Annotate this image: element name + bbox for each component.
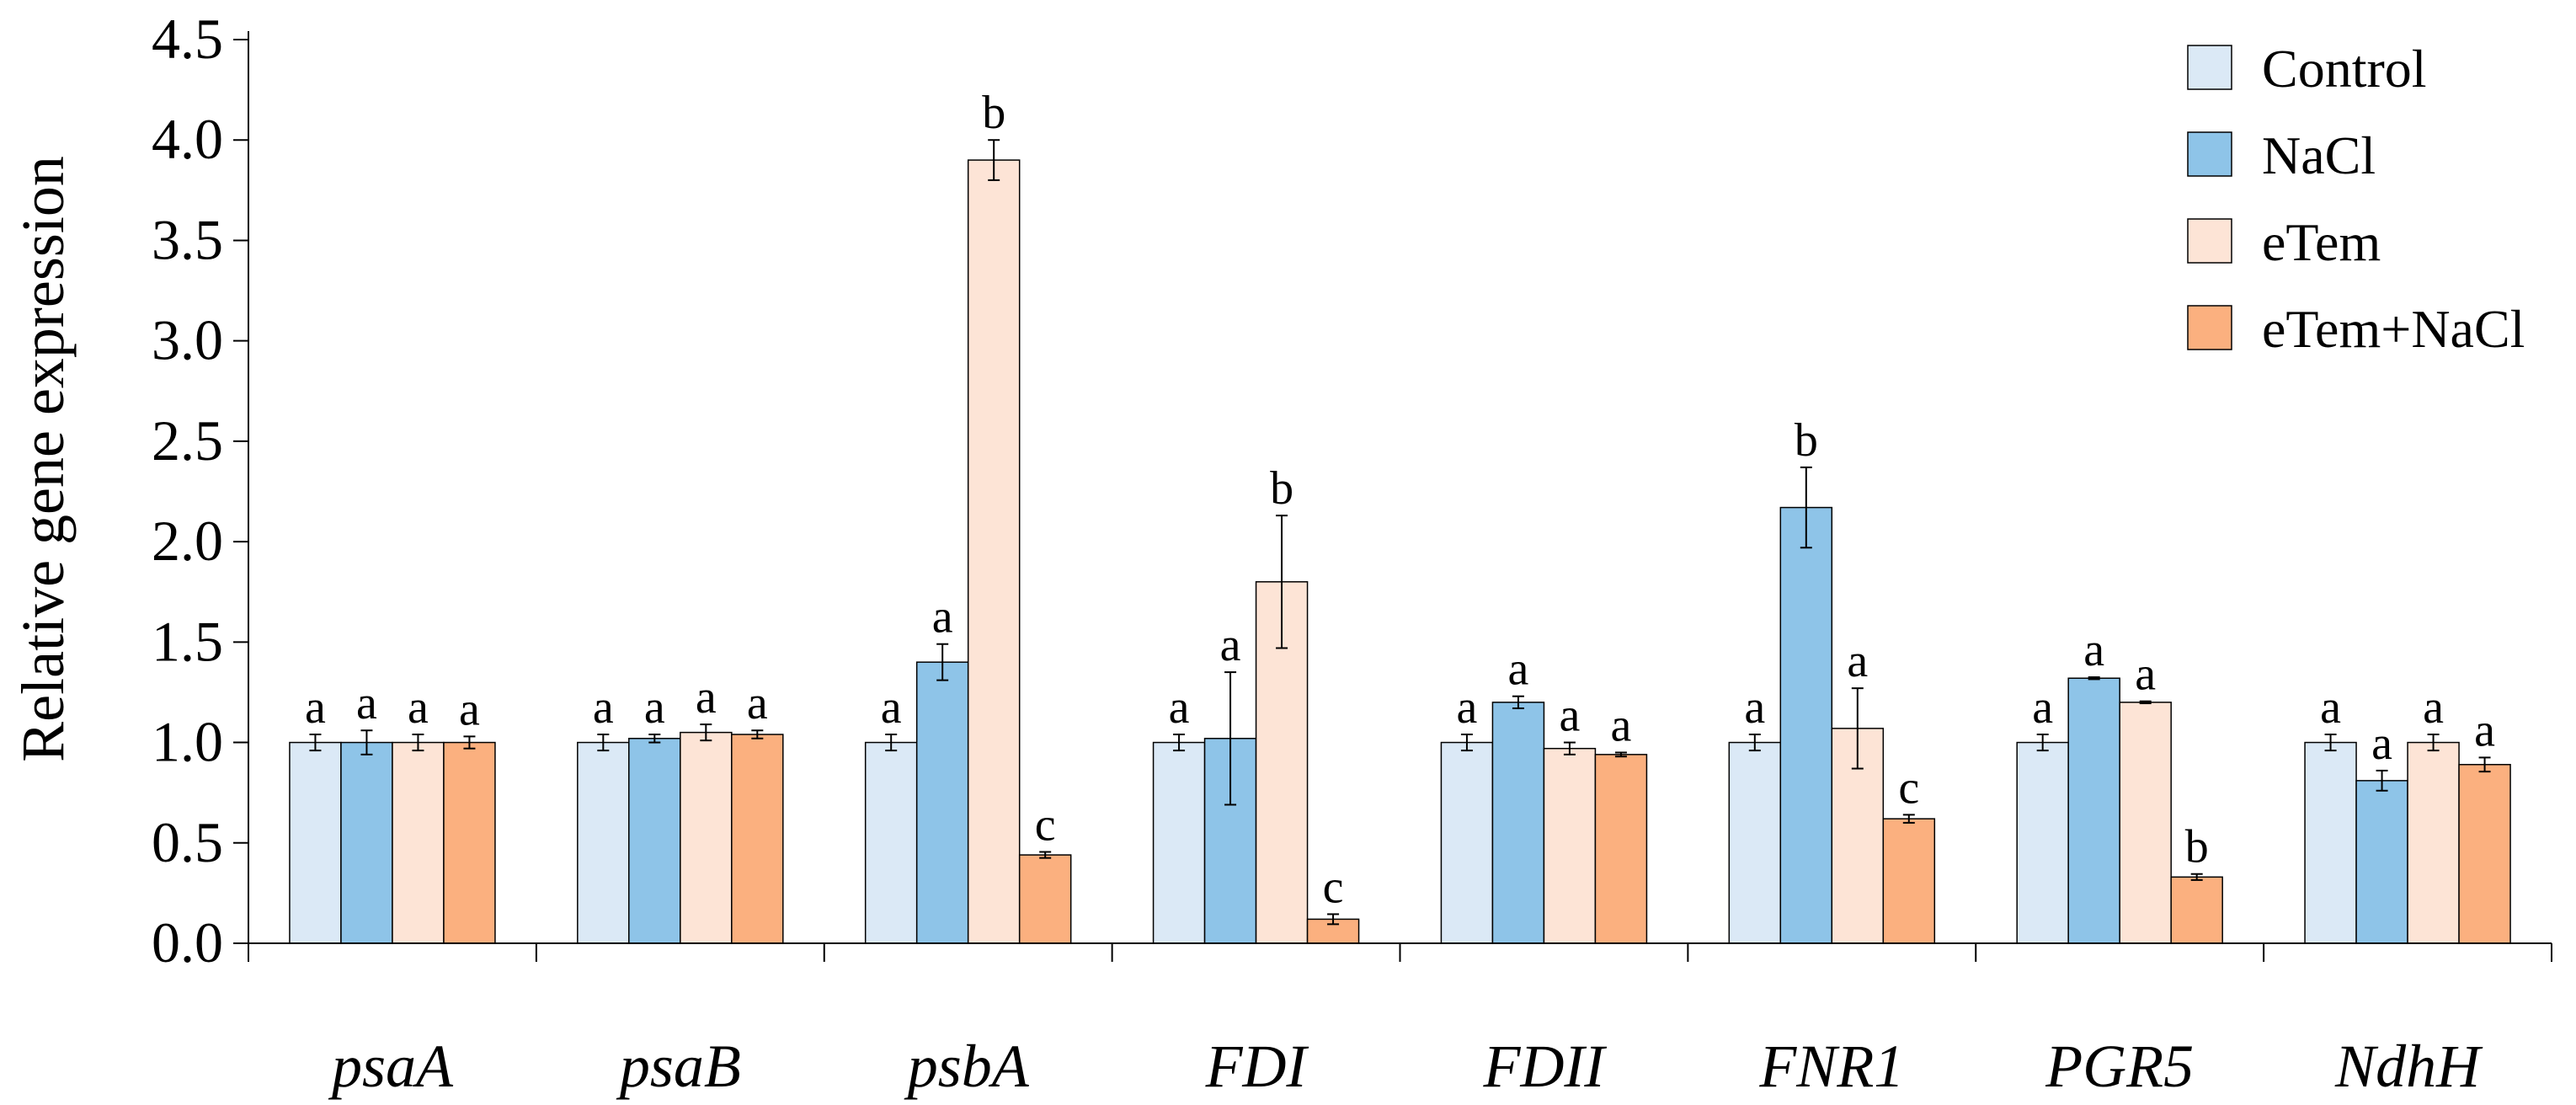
significance-label: a [2032,681,2053,734]
x-category-label: FDII [1482,1033,1607,1100]
y-tick-label: 0.0 [152,910,223,974]
bar [2407,741,2460,944]
bar [1018,854,1072,944]
legend-swatch [2187,45,2232,90]
x-category-label: NdhH [2334,1033,2483,1100]
significance-label: a [2083,624,2104,676]
significance-label: a [305,681,326,734]
y-tick-label: 3.0 [152,308,223,372]
y-tick-label: 2.0 [152,509,223,573]
significance-label: a [2320,681,2341,734]
bar [967,159,1021,944]
legend-swatch [2187,131,2232,177]
significance-label: a [2423,681,2444,734]
significance-label: a [2135,649,2156,701]
bar [915,661,969,944]
significance-label: a [1744,681,1765,734]
significance-label: a [696,671,717,723]
significance-label: a [356,677,377,729]
y-tick-label: 4.5 [152,7,223,71]
x-category-label: PGR5 [2045,1033,2194,1100]
significance-label: a [932,591,953,643]
bar [2170,876,2223,944]
significance-label: a [1611,699,1632,751]
bar [1440,741,1494,944]
x-category-label: psaA [328,1033,454,1100]
significance-label: a [747,677,768,729]
significance-label: a [1508,643,1529,696]
bar [864,741,918,944]
bar [731,734,784,944]
y-tick-label: 4.0 [152,107,223,171]
bar [2067,677,2120,944]
significance-label: a [459,683,480,735]
x-category-label: psbA [904,1033,1030,1100]
significance-label: a [1560,690,1581,742]
bar [2355,780,2408,944]
bar [289,741,342,944]
significance-label: b [982,87,1005,139]
legend-swatch [2187,305,2232,350]
legend-label: Control [2262,39,2427,99]
significance-label: b [1270,462,1293,515]
significance-label: a [593,681,614,734]
legend-swatch [2187,218,2232,264]
y-axis-label: Relative gene expression [9,156,77,762]
legend-label: eTem [2262,212,2381,272]
significance-label: c [1898,761,1919,814]
y-tick-label: 0.5 [152,810,223,874]
legend: Control NaCl eTem eTem+NaCl [2187,39,2525,359]
bar [1543,747,1597,944]
y-tick-label: 1.0 [152,710,223,774]
legend-label: NaCl [2262,125,2376,185]
bar [1728,741,1782,944]
significance-label: a [1220,619,1241,671]
bar [2119,702,2172,944]
x-category-label: FNR1 [1758,1033,1904,1100]
bar [2458,764,2511,944]
bar [1779,506,1833,944]
significance-label: c [1035,799,1056,851]
significance-label: b [2185,821,2209,873]
significance-label: a [1169,681,1190,734]
significance-label: a [644,681,665,734]
significance-label: b [1795,414,1818,467]
bar [680,731,733,944]
y-tick-label: 3.5 [152,207,223,271]
significance-label: a [1457,681,1478,734]
bar [1491,702,1545,944]
bar [1594,754,1648,944]
bar [628,738,681,944]
significance-label: a [2474,704,2495,756]
significance-label: a [408,681,429,734]
bar [443,741,496,944]
legend-label: eTem+NaCl [2262,299,2525,359]
bar [392,741,445,944]
bar [2016,741,2069,944]
bar [2304,741,2357,944]
bar [1882,818,1936,944]
bar [1152,741,1206,944]
significance-label: a [2371,718,2392,770]
x-category-label: psaB [616,1033,741,1100]
bar [577,741,630,944]
y-tick-label: 2.5 [152,408,223,472]
significance-label: a [881,681,902,734]
y-tick-label: 1.5 [152,609,223,673]
significance-label: c [1323,861,1344,913]
significance-label: a [1847,635,1868,687]
bar [340,741,393,944]
x-category-label: FDI [1205,1033,1309,1100]
